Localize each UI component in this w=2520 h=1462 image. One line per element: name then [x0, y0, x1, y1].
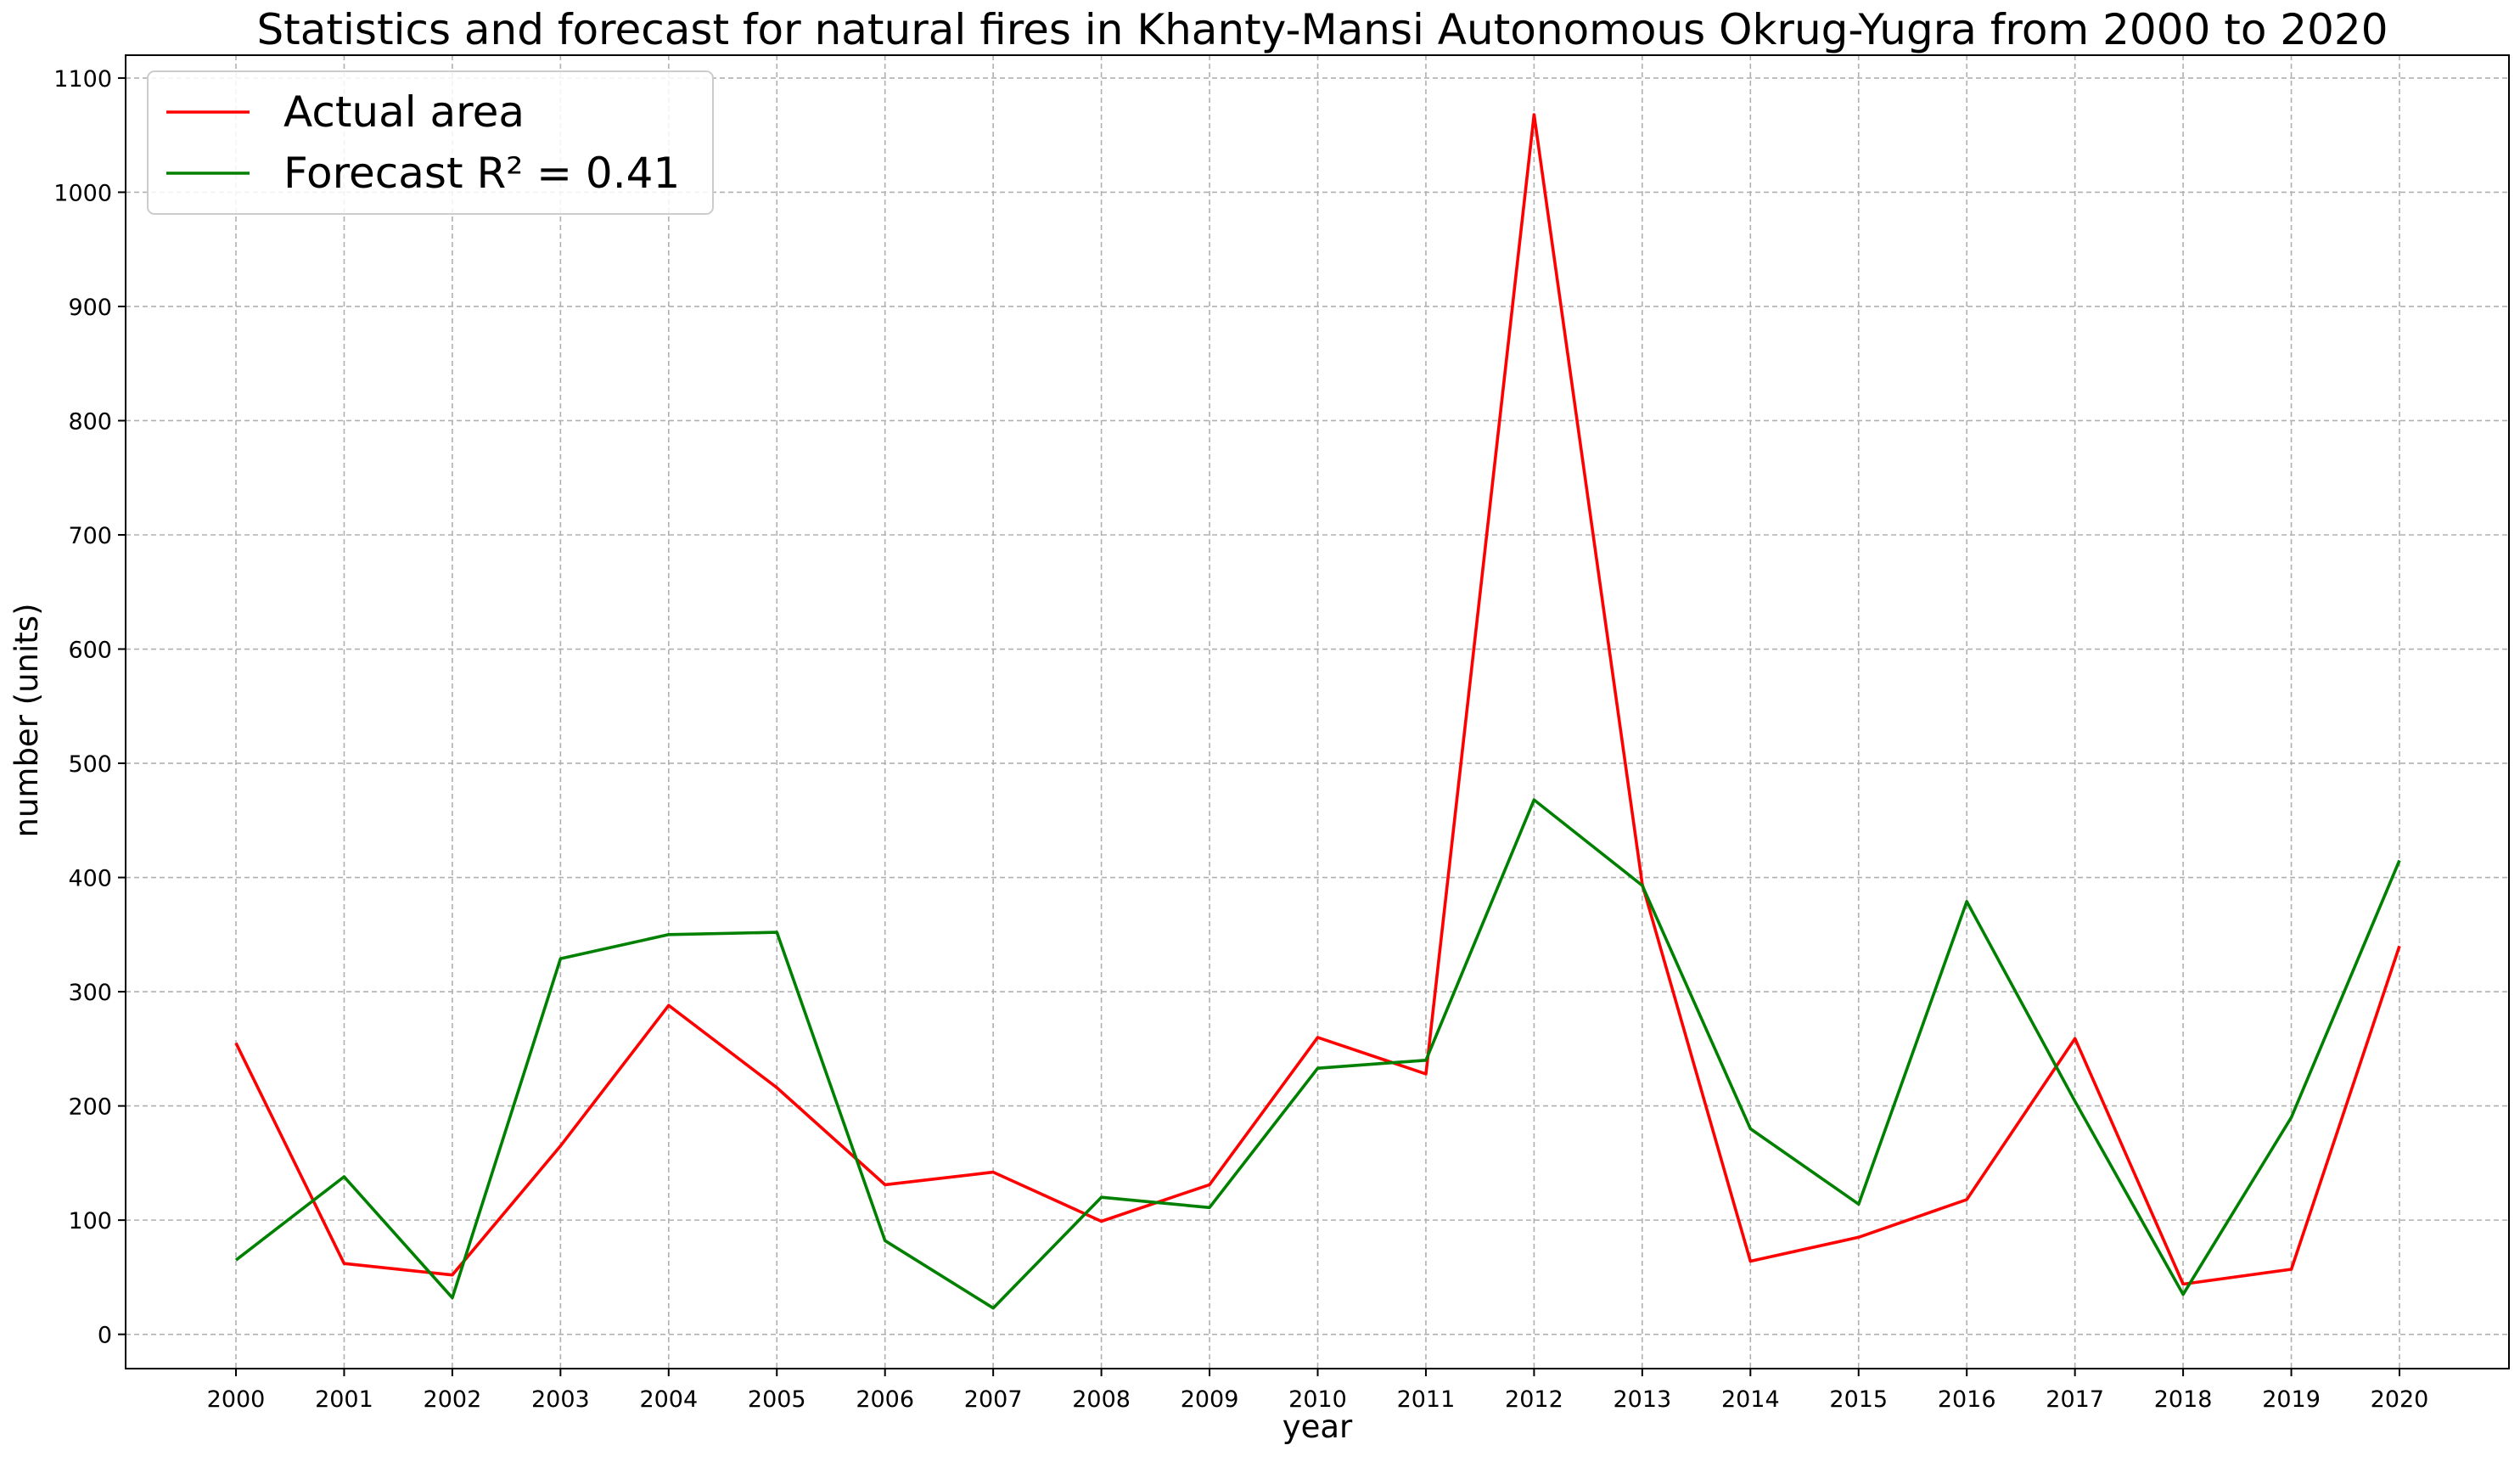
x-tick-label: 2011	[1397, 1386, 1456, 1413]
y-tick-label: 200	[68, 1094, 112, 1121]
y-tick-label: 1000	[53, 180, 112, 206]
y-axis: 0 100 200 300 400 500 600 700 800 900 1000 1100	[53, 66, 126, 1349]
y-tick-label: 500	[68, 751, 112, 778]
x-axis: 2000 2001 2002 2003 2004 2005 2006 2007 2008 2009…	[207, 1369, 2429, 1413]
series-lines	[234, 113, 2401, 1310]
x-tick-label: 2003	[531, 1386, 590, 1413]
y-tick-label: 600	[68, 638, 112, 664]
x-tick-label: 2010	[1288, 1386, 1347, 1413]
y-tick-label: 0	[98, 1323, 112, 1349]
y-tick-label: 100	[68, 1208, 112, 1234]
series-line-actual-area	[234, 113, 2401, 1286]
x-tick-label: 2001	[315, 1386, 373, 1413]
y-tick-label: 800	[68, 408, 112, 435]
x-tick-label: 2017	[2046, 1386, 2104, 1413]
x-tick-label: 2016	[1938, 1386, 1996, 1413]
x-tick-label: 2020	[2371, 1386, 2429, 1413]
y-tick-label: 300	[68, 980, 112, 1006]
grid	[126, 55, 2509, 1369]
x-tick-label: 2014	[1721, 1386, 1780, 1413]
legend-label: Actual area	[283, 87, 525, 137]
x-tick-label: 2008	[1072, 1386, 1131, 1413]
x-tick-label: 2004	[639, 1386, 698, 1413]
x-tick-label: 2006	[856, 1386, 914, 1413]
y-tick-label: 700	[68, 523, 112, 549]
x-axis-title: year	[1282, 1409, 1353, 1445]
x-tick-label: 2013	[1613, 1386, 1671, 1413]
x-tick-label: 2012	[1505, 1386, 1563, 1413]
x-tick-label: 2000	[207, 1386, 266, 1413]
x-tick-label: 2009	[1181, 1386, 1239, 1413]
y-tick-label: 900	[68, 295, 112, 321]
y-axis-title: number (units)	[8, 603, 45, 837]
y-tick-label: 1100	[53, 66, 112, 93]
x-tick-label: 2002	[424, 1386, 482, 1413]
legend: Actual area Forecast R² = 0.41	[147, 70, 714, 215]
legend-label: Forecast R² = 0.41	[283, 149, 680, 198]
y-tick-label: 400	[68, 866, 112, 892]
legend-box	[147, 70, 714, 215]
chart-title: Statistics and forecast for natural fire…	[256, 5, 2388, 54]
x-tick-label: 2015	[1829, 1386, 1888, 1413]
x-tick-label: 2018	[2154, 1386, 2213, 1413]
series-line-forecast	[234, 798, 2401, 1310]
x-tick-label: 2007	[964, 1386, 1023, 1413]
x-tick-label: 2005	[748, 1386, 806, 1413]
x-tick-label: 2019	[2262, 1386, 2321, 1413]
